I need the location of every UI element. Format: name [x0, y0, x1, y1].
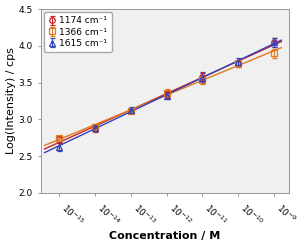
- Legend: 1174 cm⁻¹, 1366 cm⁻¹, 1615 cm⁻¹: 1174 cm⁻¹, 1366 cm⁻¹, 1615 cm⁻¹: [44, 12, 112, 52]
- Y-axis label: Log(Intensity) / cps: Log(Intensity) / cps: [5, 47, 16, 154]
- X-axis label: Concentration / M: Concentration / M: [109, 231, 221, 242]
